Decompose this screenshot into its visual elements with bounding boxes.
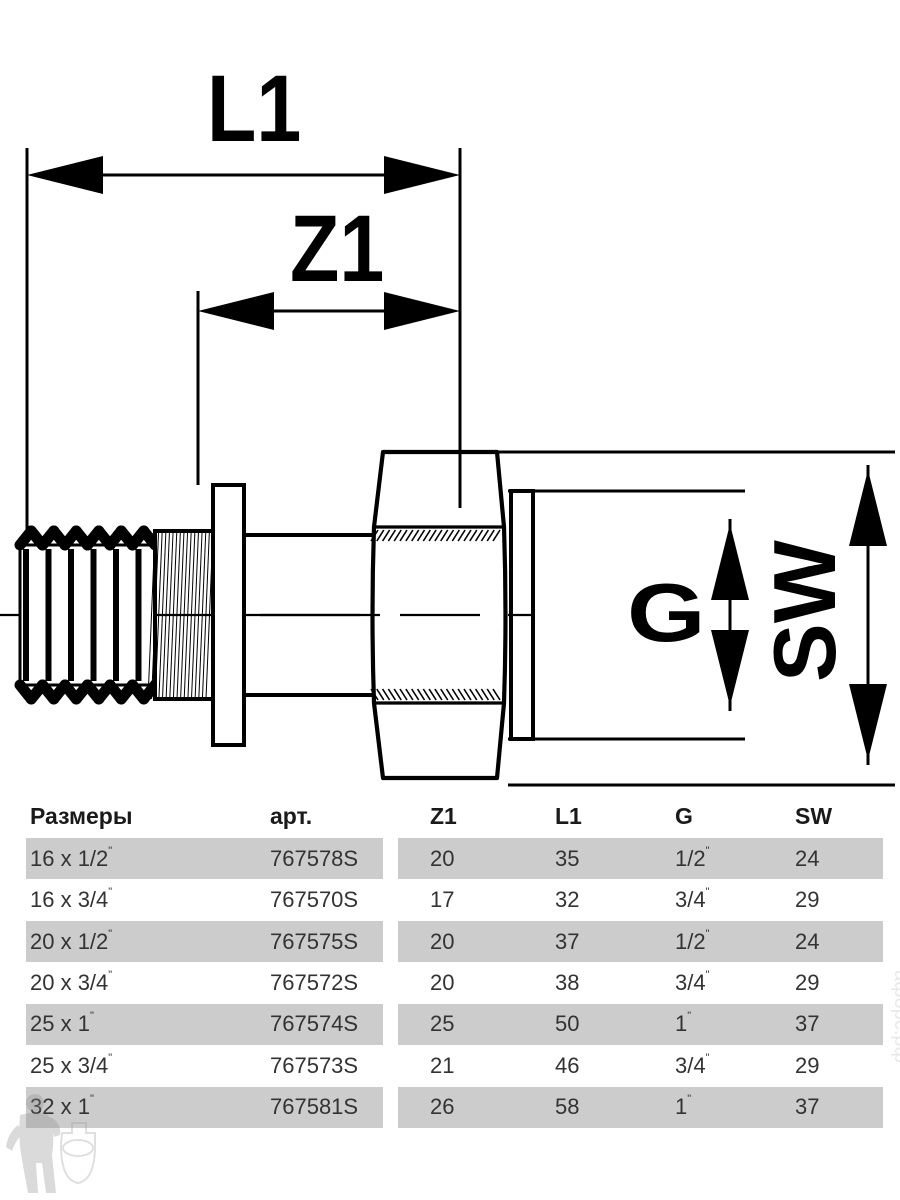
svg-text:SW: SW — [755, 540, 854, 682]
svg-text:G: G — [627, 566, 706, 659]
svg-text:Z1: Z1 — [290, 195, 384, 302]
svg-text:L1: L1 — [207, 55, 301, 162]
svg-text:афорс.рф: афорс.рф — [890, 970, 900, 1063]
